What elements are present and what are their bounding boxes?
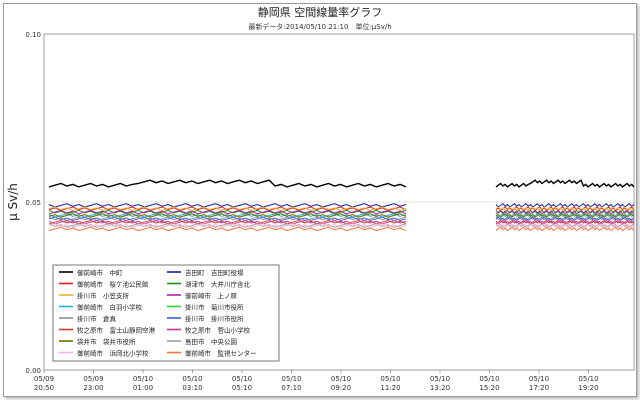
series-line bbox=[48, 206, 407, 211]
legend-entry: 牧之原市 菅山小学校 bbox=[185, 326, 251, 335]
x-tick-date: 05/10 bbox=[479, 375, 499, 383]
x-tick-date: 05/09 bbox=[83, 375, 103, 383]
series-line bbox=[48, 216, 407, 222]
legend-entry: 牧之原市 富士山静岡空港 bbox=[77, 326, 156, 335]
y-tick-label: 0.00 bbox=[25, 367, 41, 375]
series-line bbox=[48, 209, 407, 215]
series-line bbox=[495, 179, 635, 188]
series-line bbox=[48, 179, 407, 188]
x-tick-date: 05/10 bbox=[281, 375, 301, 383]
x-tick-time: 13:20 bbox=[430, 384, 450, 392]
series-line bbox=[48, 203, 407, 208]
x-tick-time: 15:20 bbox=[479, 384, 499, 392]
legend-entry: 掛川市 小笠支所 bbox=[77, 291, 130, 300]
chart-subtitle: 最新データ:2014/05/10 21:10 単位:μSv/h bbox=[248, 22, 391, 31]
series-line bbox=[495, 209, 635, 215]
x-tick-date: 05/10 bbox=[331, 375, 351, 383]
legend-entry: 御前崎市 浜岡北小学校 bbox=[77, 349, 149, 358]
x-tick-date: 05/10 bbox=[380, 375, 400, 383]
series-line bbox=[48, 223, 407, 228]
series-line bbox=[495, 216, 635, 222]
x-tick-time: 09:20 bbox=[331, 384, 351, 392]
series-line bbox=[495, 226, 635, 232]
x-tick-time: 03:10 bbox=[182, 384, 202, 392]
legend-entry: 袋井市 袋井市役所 bbox=[77, 337, 136, 346]
x-tick-time: 11:20 bbox=[380, 384, 400, 392]
y-axis-label: μ Sv/h bbox=[6, 183, 20, 221]
chart-frame: 静岡県 空間線量率グラフ 最新データ:2014/05/10 21:10 単位:μ… bbox=[3, 3, 637, 397]
series-line bbox=[495, 206, 635, 212]
legend-entry: 御前崎市 監視センター bbox=[185, 349, 257, 358]
legend-entry: 御前崎市 桜ケ池公民館 bbox=[77, 280, 149, 289]
x-tick-date: 05/10 bbox=[133, 375, 153, 383]
series-line bbox=[48, 216, 407, 222]
series-line bbox=[495, 213, 635, 218]
series-line bbox=[495, 206, 635, 212]
series-line bbox=[495, 203, 635, 208]
y-tick-label: 0.05 bbox=[25, 199, 41, 207]
series-line bbox=[495, 223, 635, 228]
series-line bbox=[495, 216, 635, 222]
x-tick-time: 19:20 bbox=[578, 384, 598, 392]
x-tick-date: 05/10 bbox=[529, 375, 549, 383]
legend-entry: 吉田町 吉田町役場 bbox=[185, 268, 244, 277]
legend-entry: 掛川市 倉真 bbox=[77, 314, 117, 323]
y-tick-label: 0.10 bbox=[25, 31, 41, 39]
x-tick-date: 05/10 bbox=[232, 375, 252, 383]
series-line bbox=[495, 219, 635, 225]
legend-entry: 掛川市 掛川市役所 bbox=[185, 314, 244, 323]
x-axis-ticks: 05/0920:5005/0923:0005/1001:0005/1003:10… bbox=[34, 370, 599, 392]
series-line bbox=[48, 213, 407, 218]
x-tick-date: 05/10 bbox=[182, 375, 202, 383]
legend-entry: 掛川市 菊川市役所 bbox=[185, 303, 244, 312]
legend-entry: 島田市 中央公園 bbox=[185, 337, 237, 346]
legend-entry: 御前崎市 白羽小学校 bbox=[77, 303, 143, 312]
series-line bbox=[495, 223, 635, 228]
series-line bbox=[495, 213, 635, 218]
legend-entry: 湖津市 大井川庁舎北 bbox=[185, 280, 251, 289]
legend-entry: 御前崎市 上ノ原 bbox=[185, 291, 238, 300]
series-line bbox=[48, 213, 407, 218]
x-tick-date: 05/09 bbox=[34, 375, 54, 383]
chart-title: 静岡県 空間線量率グラフ bbox=[258, 5, 383, 19]
series-line bbox=[48, 206, 407, 211]
series-line bbox=[495, 209, 635, 215]
x-tick-time: 07:10 bbox=[281, 384, 301, 392]
x-tick-time: 01:00 bbox=[133, 384, 153, 392]
x-tick-date: 05/10 bbox=[430, 375, 450, 383]
series-line bbox=[48, 219, 407, 225]
series-line bbox=[48, 209, 407, 215]
legend-box bbox=[52, 264, 280, 362]
series-line bbox=[48, 226, 407, 232]
chart-svg: 静岡県 空間線量率グラフ 最新データ:2014/05/10 21:10 単位:μ… bbox=[6, 5, 635, 392]
x-tick-time: 17:20 bbox=[529, 384, 549, 392]
series-layer bbox=[48, 179, 635, 232]
x-tick-time: 20:50 bbox=[34, 384, 54, 392]
x-tick-time: 05:10 bbox=[232, 384, 252, 392]
series-line bbox=[48, 223, 407, 228]
x-tick-time: 23:00 bbox=[83, 384, 103, 392]
x-tick-date: 05/10 bbox=[578, 375, 598, 383]
legend-entry: 御前崎市 中町 bbox=[77, 268, 123, 277]
y-axis-ticks: 0.00 0.05 0.10 bbox=[25, 31, 41, 375]
